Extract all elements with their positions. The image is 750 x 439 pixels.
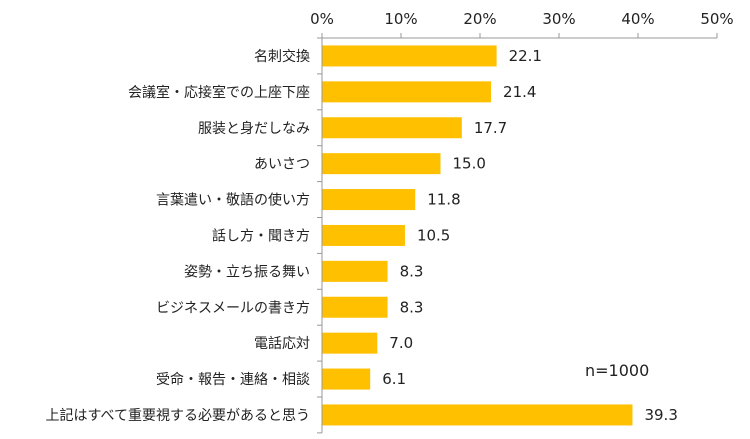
- bar: [322, 153, 441, 175]
- bar: [322, 260, 388, 282]
- bar: [322, 117, 462, 139]
- value-label: 8.3: [400, 262, 424, 280]
- bar: [322, 368, 371, 390]
- sample-size-note: n=1000: [585, 361, 649, 380]
- value-label: 21.4: [503, 83, 536, 101]
- bar: [322, 224, 405, 246]
- x-tick-label: 30%: [542, 10, 575, 28]
- value-label: 11.8: [427, 191, 460, 209]
- category-labels: 名刺交換会議室・応接室での上座下座服装と身だしなみあいさつ言葉遣い・敬語の使い方…: [46, 48, 310, 424]
- value-label: 15.0: [453, 155, 486, 173]
- category-label: 服装と身だしなみ: [198, 121, 310, 137]
- x-tick-label: 10%: [384, 10, 417, 28]
- category-label: 姿勢・立ち振る舞い: [184, 264, 310, 280]
- value-label: 8.3: [400, 298, 424, 316]
- category-label: あいさつ: [254, 157, 310, 173]
- category-label: 話し方・聞き方: [212, 227, 310, 244]
- bar: [322, 189, 416, 211]
- value-label: 39.3: [644, 406, 677, 424]
- bar: [322, 45, 497, 67]
- x-tick-label: 40%: [621, 10, 654, 28]
- value-label: 7.0: [389, 334, 413, 352]
- category-label: 電話応対: [254, 335, 310, 352]
- bar: [322, 81, 492, 103]
- value-label: 22.1: [509, 47, 542, 65]
- category-label: 上記はすべて重要視する必要があると思う: [46, 407, 310, 424]
- value-label: 17.7: [474, 119, 507, 137]
- value-label: 10.5: [417, 226, 450, 244]
- bars: [322, 45, 633, 426]
- value-label: 6.1: [382, 370, 406, 388]
- category-label: 受命・報告・連絡・相談: [156, 371, 310, 388]
- bar: [322, 296, 388, 318]
- x-tick-label: 50%: [700, 10, 733, 28]
- bar: [322, 404, 633, 426]
- bar: [322, 332, 378, 354]
- category-label: 会議室・応接室での上座下座: [128, 84, 310, 101]
- category-label: 名刺交換: [254, 48, 310, 65]
- x-tick-label: 0%: [310, 10, 334, 28]
- category-label: ビジネスメールの書き方: [156, 300, 310, 316]
- x-tick-label: 20%: [463, 10, 496, 28]
- category-label: 言葉遣い・敬語の使い方: [156, 192, 310, 209]
- x-axis-ticks: 0% 10% 20% 30% 40% 50%: [310, 10, 734, 434]
- value-labels: 22.1 21.4 17.7 15.0 11.8 10.5 8.3 8.3 7.0 6.1 39.3: [382, 47, 678, 424]
